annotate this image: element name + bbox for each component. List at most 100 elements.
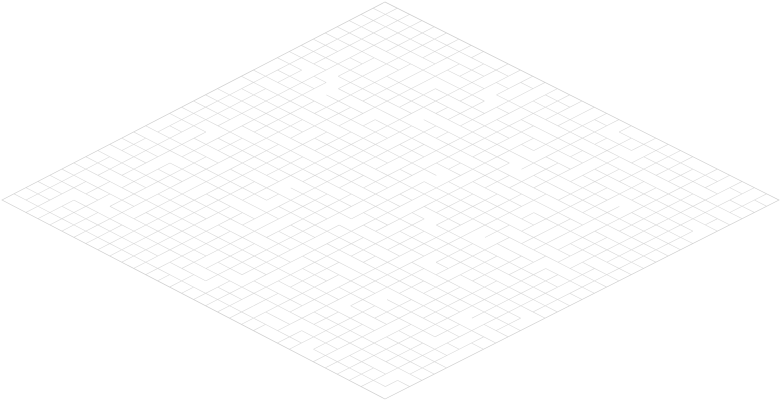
- grid-line-col: [205, 268, 219, 275]
- grid-line-col: [277, 330, 290, 338]
- grid-line-col: [495, 69, 509, 77]
- grid-line-row: [301, 311, 315, 319]
- grid-line-col: [569, 280, 583, 288]
- grid-line-row: [655, 206, 669, 213]
- grid-line-row: [606, 218, 620, 226]
- grid-line-row: [472, 249, 486, 257]
- grid-line-row: [520, 88, 534, 96]
- grid-line-col: [351, 168, 364, 176]
- grid-line-col: [545, 280, 558, 288]
- grid-line-row: [570, 162, 583, 170]
- grid-line-row: [705, 206, 718, 213]
- grid-line-row: [410, 355, 423, 362]
- grid-line-col: [484, 162, 498, 170]
- grid-line-col: [217, 88, 230, 96]
- grid-line-col: [545, 293, 558, 300]
- grid-line-col: [194, 175, 207, 182]
- grid-line-row: [374, 336, 387, 344]
- grid-line-row: [398, 88, 412, 96]
- grid-line-col: [459, 299, 473, 307]
- grid-line-row: [373, 373, 386, 381]
- grid-line-col: [520, 82, 534, 89]
- grid-line-row: [423, 100, 436, 108]
- grid-line-col: [242, 212, 255, 220]
- grid-line-col: [520, 293, 534, 300]
- grid-line-col: [314, 199, 328, 207]
- grid-line-col: [265, 324, 278, 331]
- grid-line-col: [631, 249, 644, 257]
- grid-line-col: [326, 231, 340, 238]
- grid-line-row: [496, 150, 510, 158]
- grid-line-row: [193, 131, 207, 139]
- grid-line-col: [290, 150, 303, 158]
- grid-line-row: [496, 88, 509, 96]
- grid-line-row: [133, 224, 147, 232]
- grid-line-col: [409, 373, 423, 381]
- grid-line-row: [205, 137, 219, 145]
- grid-line-col: [558, 162, 571, 170]
- grid-line-row: [410, 342, 423, 350]
- grid-line-col: [218, 249, 231, 257]
- grid-line-col: [217, 100, 230, 108]
- grid-line-row: [350, 76, 363, 83]
- grid-line-col: [631, 224, 644, 232]
- grid-line-col: [460, 150, 473, 158]
- grid-line-col: [121, 175, 135, 182]
- grid-line-row: [351, 162, 364, 170]
- grid-line-row: [386, 317, 400, 325]
- grid-line-col: [157, 243, 171, 251]
- grid-line-col: [181, 144, 195, 151]
- grid-line-row: [705, 168, 718, 176]
- grid-line-col: [521, 230, 534, 238]
- grid-line-row: [351, 199, 364, 207]
- grid-line-col: [314, 150, 328, 158]
- grid-line-col: [350, 293, 363, 300]
- grid-line-row: [277, 88, 291, 96]
- grid-line-row: [349, 26, 362, 34]
- grid-line-col: [643, 255, 657, 263]
- grid-line-row: [242, 181, 255, 189]
- grid-line-row: [97, 243, 110, 251]
- grid-line-col: [218, 212, 231, 220]
- grid-line-col: [398, 330, 411, 338]
- grid-line-row: [386, 305, 400, 313]
- grid-line-row: [278, 237, 291, 244]
- grid-line-row: [631, 206, 645, 213]
- grid-line-row: [643, 237, 657, 244]
- grid-line-row: [181, 237, 195, 244]
- grid-line-col: [446, 342, 460, 350]
- grid-line-col: [594, 119, 607, 127]
- grid-line-col: [668, 156, 681, 164]
- grid-line-row: [582, 131, 595, 139]
- grid-line-row: [411, 206, 425, 213]
- grid-line-row: [410, 32, 423, 40]
- grid-line-row: [351, 150, 364, 158]
- grid-line-row: [594, 187, 608, 195]
- grid-line-col: [410, 324, 424, 331]
- grid-line-row: [363, 255, 376, 263]
- grid-line-col: [387, 212, 401, 220]
- grid-line-row: [387, 255, 400, 263]
- grid-line-row: [265, 106, 279, 114]
- grid-line-row: [314, 106, 327, 114]
- grid-line-row: [411, 181, 425, 189]
- grid-line-row: [278, 212, 291, 220]
- grid-line-row: [145, 230, 159, 238]
- grid-line-col: [533, 113, 546, 120]
- grid-line-col: [157, 168, 171, 176]
- grid-line-row: [399, 162, 413, 170]
- grid-line-col: [496, 94, 509, 102]
- grid-line-col: [484, 224, 498, 232]
- grid-line-col: [422, 69, 436, 77]
- grid-line-col: [399, 156, 413, 164]
- grid-line-col: [545, 106, 558, 114]
- grid-line-row: [655, 156, 669, 164]
- grid-line-col: [399, 131, 412, 139]
- grid-line-row: [338, 231, 352, 238]
- grid-line-col: [386, 336, 399, 344]
- grid-line-row: [266, 193, 279, 201]
- grid-line-row: [375, 262, 388, 269]
- grid-line-row: [169, 144, 183, 151]
- grid-line-col: [471, 57, 484, 65]
- grid-line-row: [496, 125, 510, 133]
